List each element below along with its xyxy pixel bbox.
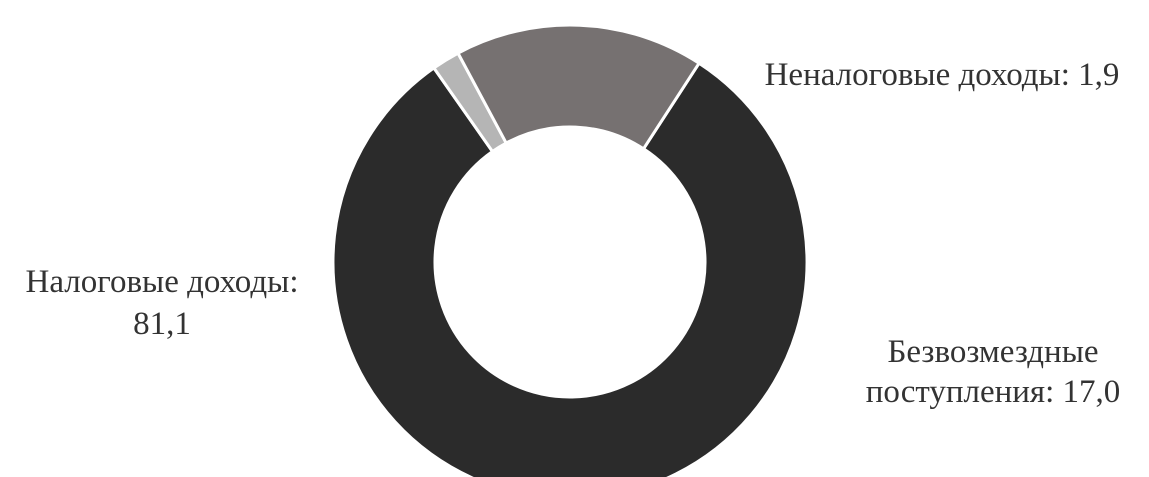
donut-slices xyxy=(331,23,809,477)
slice-label-3: Безвозмездные поступления: 17,0 xyxy=(866,334,1121,410)
slice-label-1: Налоговые доходы: 81,1 xyxy=(26,264,299,342)
slice-label-2: Неналоговые доходы: 1,9 xyxy=(765,57,1120,93)
slice-label-line: Неналоговые доходы: 1,9 xyxy=(765,57,1120,93)
slice-label-line: поступления: 17,0 xyxy=(866,374,1121,410)
slice-1 xyxy=(331,61,809,477)
slice-label-line: Налоговые доходы: xyxy=(26,264,299,300)
data-labels: Налоговые доходы: 81,1 Неналоговые доходы:… xyxy=(26,57,1121,410)
slice-3 xyxy=(456,23,701,151)
slice-label-line: Безвозмездные xyxy=(887,334,1098,370)
slice-label-line: 81,1 xyxy=(133,306,191,342)
